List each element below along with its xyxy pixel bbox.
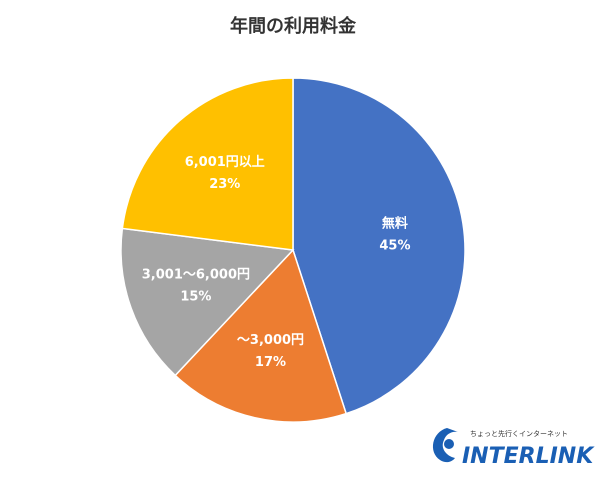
pie-slice — [120, 227, 295, 377]
logo: ちょっと先行くインターネット INTERLINK — [432, 428, 595, 469]
value-label: 15% — [180, 289, 211, 304]
logo-tagline: ちょっと先行くインターネット — [470, 429, 568, 438]
slice-label: ～3,000円 — [237, 333, 304, 348]
logo-name: INTERLINK — [462, 444, 595, 469]
pie-slice — [292, 77, 466, 415]
pie-slice — [174, 248, 348, 423]
value-label: 45% — [379, 238, 410, 253]
chart-title: 年間の利用料金 — [230, 15, 357, 37]
value-label: 23% — [209, 177, 240, 192]
logo-mark — [432, 428, 458, 463]
logo-dot — [444, 439, 454, 449]
slice-label: 6,001円以上 — [185, 155, 265, 170]
pie-slice — [121, 77, 294, 251]
labels: 無料 45% ～3,000円 17% 3,001～6,000円 15% 6,001円以上 23… — [142, 155, 411, 370]
pie — [120, 77, 466, 423]
slice-label: 3,001～6,000円 — [142, 267, 250, 282]
slice-label: 無料 — [382, 215, 408, 231]
value-label: 17% — [255, 355, 286, 370]
